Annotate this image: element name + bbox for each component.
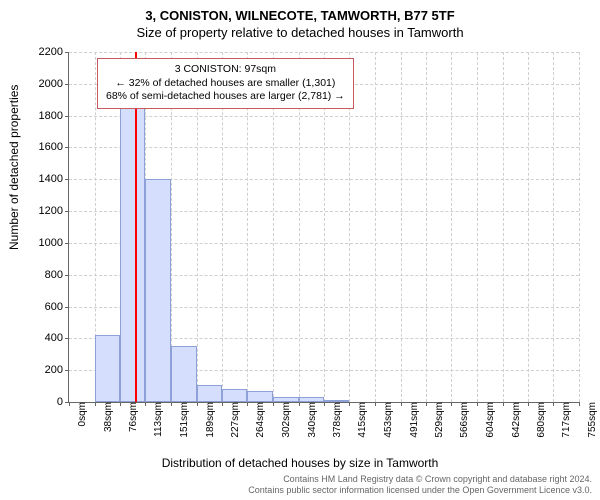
xtick-label: 415sqm bbox=[353, 402, 368, 438]
xtick-mark bbox=[451, 402, 452, 406]
histogram-bar bbox=[95, 335, 121, 402]
ytick-label: 1800 bbox=[39, 110, 69, 122]
gridline-vertical bbox=[401, 52, 402, 402]
xtick-label: 529sqm bbox=[430, 402, 445, 438]
xtick-label: 38sqm bbox=[99, 402, 114, 432]
xtick-mark bbox=[145, 402, 146, 406]
xtick-label: 302sqm bbox=[277, 402, 292, 438]
histogram-bar bbox=[197, 385, 223, 403]
xtick-mark bbox=[120, 402, 121, 406]
chart-title-sub: Size of property relative to detached ho… bbox=[0, 23, 600, 40]
xtick-label: 680sqm bbox=[532, 402, 547, 438]
gridline-vertical bbox=[503, 52, 504, 402]
xtick-mark bbox=[324, 402, 325, 406]
xtick-label: 113sqm bbox=[149, 402, 164, 437]
x-axis-label: Distribution of detached houses by size … bbox=[0, 456, 600, 470]
chart-title-main: 3, CONISTON, WILNECOTE, TAMWORTH, B77 5T… bbox=[0, 0, 600, 23]
xtick-label: 378sqm bbox=[328, 402, 343, 438]
footer-attribution: Contains HM Land Registry data © Crown c… bbox=[248, 474, 592, 496]
footer-line2: Contains public sector information licen… bbox=[248, 485, 592, 496]
histogram-bar bbox=[145, 179, 171, 402]
annotation-box: 3 CONISTON: 97sqm ← 32% of detached hous… bbox=[97, 58, 354, 109]
ytick-label: 1000 bbox=[39, 237, 69, 249]
gridline-vertical bbox=[375, 52, 376, 402]
histogram-bar bbox=[222, 389, 247, 402]
xtick-label: 340sqm bbox=[303, 402, 318, 438]
histogram-bar bbox=[273, 397, 299, 402]
y-axis-label: Number of detached properties bbox=[7, 85, 21, 250]
xtick-mark bbox=[528, 402, 529, 406]
gridline-vertical bbox=[553, 52, 554, 402]
xtick-mark bbox=[197, 402, 198, 406]
xtick-label: 453sqm bbox=[379, 402, 394, 438]
xtick-label: 264sqm bbox=[251, 402, 266, 438]
gridline-vertical bbox=[426, 52, 427, 402]
annotation-line3: 68% of semi-detached houses are larger (… bbox=[106, 90, 345, 104]
gridline-vertical bbox=[528, 52, 529, 402]
annotation-line1: 3 CONISTON: 97sqm bbox=[106, 63, 345, 77]
xtick-label: 76sqm bbox=[124, 402, 139, 432]
ytick-label: 2000 bbox=[39, 78, 69, 90]
ytick-label: 600 bbox=[45, 301, 69, 313]
xtick-mark bbox=[69, 402, 70, 406]
ytick-label: 1400 bbox=[39, 173, 69, 185]
xtick-label: 0sqm bbox=[73, 402, 88, 426]
histogram-bar bbox=[120, 68, 145, 402]
xtick-mark bbox=[299, 402, 300, 406]
xtick-mark bbox=[426, 402, 427, 406]
xtick-mark bbox=[553, 402, 554, 406]
gridline-vertical bbox=[451, 52, 452, 402]
xtick-label: 566sqm bbox=[455, 402, 470, 438]
ytick-label: 2200 bbox=[39, 46, 69, 58]
xtick-mark bbox=[247, 402, 248, 406]
ytick-label: 0 bbox=[57, 396, 69, 408]
gridline-vertical bbox=[579, 52, 580, 402]
ytick-label: 200 bbox=[45, 364, 69, 376]
gridline-vertical bbox=[477, 52, 478, 402]
ytick-label: 1600 bbox=[39, 141, 69, 153]
xtick-mark bbox=[273, 402, 274, 406]
histogram-bar bbox=[247, 391, 273, 402]
ytick-label: 400 bbox=[45, 332, 69, 344]
xtick-label: 642sqm bbox=[507, 402, 522, 438]
histogram-bar bbox=[299, 397, 325, 402]
histogram-bar bbox=[324, 400, 349, 402]
xtick-label: 604sqm bbox=[481, 402, 496, 438]
xtick-mark bbox=[477, 402, 478, 406]
xtick-label: 227sqm bbox=[226, 402, 241, 438]
histogram-bar bbox=[171, 346, 197, 402]
xtick-label: 717sqm bbox=[557, 402, 572, 438]
xtick-label: 189sqm bbox=[201, 402, 216, 438]
chart-container: 3, CONISTON, WILNECOTE, TAMWORTH, B77 5T… bbox=[0, 0, 600, 500]
xtick-label: 151sqm bbox=[175, 402, 190, 438]
xtick-mark bbox=[349, 402, 350, 406]
footer-line1: Contains HM Land Registry data © Crown c… bbox=[248, 474, 592, 485]
xtick-mark bbox=[375, 402, 376, 406]
xtick-mark bbox=[401, 402, 402, 406]
annotation-line2: ← 32% of detached houses are smaller (1,… bbox=[106, 77, 345, 91]
xtick-mark bbox=[171, 402, 172, 406]
ytick-label: 1200 bbox=[39, 205, 69, 217]
xtick-mark bbox=[95, 402, 96, 406]
xtick-mark bbox=[503, 402, 504, 406]
xtick-mark bbox=[222, 402, 223, 406]
ytick-label: 800 bbox=[45, 269, 69, 281]
xtick-label: 755sqm bbox=[583, 402, 598, 438]
xtick-label: 491sqm bbox=[405, 402, 420, 438]
plot-area: 0200400600800100012001400160018002000220… bbox=[68, 52, 579, 403]
xtick-mark bbox=[579, 402, 580, 406]
